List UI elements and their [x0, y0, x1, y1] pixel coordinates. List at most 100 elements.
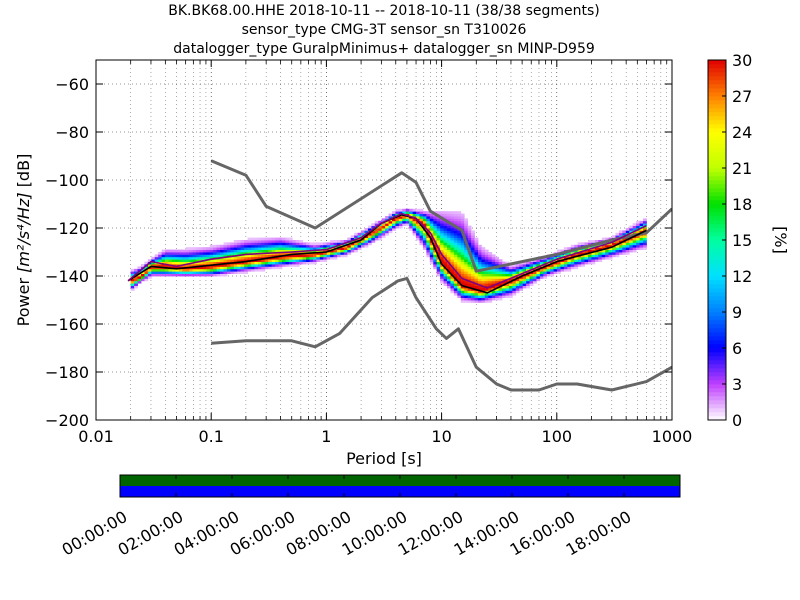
psd-cell [374, 228, 379, 231]
psd-cell [261, 264, 266, 267]
psd-cell [416, 228, 420, 231]
series-lines [127, 159, 672, 392]
psd-cell [257, 242, 262, 246]
psd-cell [354, 242, 359, 246]
psd-cell [488, 297, 493, 301]
colorbar-swatch [708, 244, 726, 249]
psd-cell [529, 283, 534, 286]
psd-cell [209, 273, 214, 277]
psd-cell [168, 261, 173, 265]
psd-cell [498, 276, 503, 279]
psd-cell [477, 254, 482, 258]
psd-cell [433, 218, 438, 222]
psd-cell [326, 242, 331, 246]
psd-cell [512, 292, 517, 296]
psd-cell [563, 259, 568, 262]
psd-cell [288, 240, 293, 243]
psd-cell [350, 244, 355, 248]
psd-cell [268, 242, 273, 246]
psd-cell [587, 259, 592, 262]
psd-cell [185, 264, 190, 267]
psd-cell [278, 264, 283, 267]
psd-cell [223, 247, 228, 250]
psd-cell [636, 240, 640, 243]
psd-cell [433, 259, 438, 262]
colorbar-swatch [708, 292, 726, 297]
psd-cell [443, 242, 448, 246]
psd-cell [615, 249, 620, 253]
psd-cell [419, 225, 424, 229]
psd-cell [471, 285, 475, 289]
psd-cell [330, 244, 334, 248]
psd-cell [316, 247, 321, 250]
psd-cell [409, 225, 414, 229]
psd-cell [618, 249, 623, 253]
psd-cell [505, 290, 510, 294]
psd-cell [402, 220, 407, 224]
psd-cell [402, 208, 407, 212]
psd-cell [433, 266, 438, 270]
psd-cell [481, 252, 486, 255]
psd-cell [464, 290, 469, 294]
psd-cell [467, 271, 472, 274]
psd-cell [488, 292, 493, 296]
psd-cell [519, 266, 524, 270]
psd-cell [467, 259, 472, 262]
colorbar-tick-label: 24 [732, 123, 752, 142]
psd-cell [471, 249, 475, 253]
psd-cell [460, 295, 465, 298]
psd-cell [426, 249, 431, 253]
psd-cell [323, 242, 328, 246]
psd-cell [467, 242, 472, 246]
psd-cell [519, 283, 524, 286]
psd-cell [223, 259, 228, 262]
psd-cell [515, 278, 520, 282]
psd-cell [460, 247, 465, 250]
psd-cell [429, 244, 434, 248]
psd-cell [151, 261, 156, 265]
psd-cell [508, 273, 513, 277]
psd-cell [374, 223, 379, 226]
psd-cell [395, 218, 400, 222]
psd-cell [440, 223, 444, 226]
psd-cell [330, 249, 334, 253]
psd-cell [495, 276, 499, 279]
psd-cell [570, 252, 575, 255]
psd-cell [264, 261, 269, 265]
psd-cell [532, 273, 537, 277]
psd-cell [447, 273, 451, 277]
psd-cell [553, 268, 558, 272]
psd-cell [275, 244, 279, 248]
psd-cell [453, 256, 458, 260]
psd-cell [450, 264, 455, 267]
psd-cell [422, 237, 427, 241]
psd-cell [178, 273, 183, 277]
psd-cell [154, 256, 159, 260]
psd-cell [361, 244, 365, 248]
psd-cell [178, 254, 183, 258]
psd-cell [526, 261, 530, 265]
series-line [127, 214, 647, 294]
psd-cell [144, 266, 149, 270]
colorbar-swatch [708, 176, 726, 181]
psd-cell [477, 256, 482, 260]
psd-cell [233, 264, 238, 267]
psd-cell [350, 247, 355, 250]
psd-cell [196, 249, 200, 253]
psd-cell [612, 235, 616, 238]
psd-cell [529, 276, 534, 279]
psd-cell [570, 259, 575, 262]
psd-cell [550, 264, 555, 267]
psd-cell [636, 247, 640, 250]
psd-cell [378, 225, 383, 229]
psd-cell [491, 264, 496, 267]
psd-cell [422, 211, 427, 214]
psd-cell [230, 266, 235, 270]
psd-cell [171, 252, 176, 255]
psd-cell [457, 225, 462, 229]
psd-cell [440, 256, 444, 260]
colorbar-swatch [708, 412, 726, 417]
psd-cell [158, 273, 163, 277]
psd-cell [453, 220, 458, 224]
psd-cell [268, 247, 273, 250]
